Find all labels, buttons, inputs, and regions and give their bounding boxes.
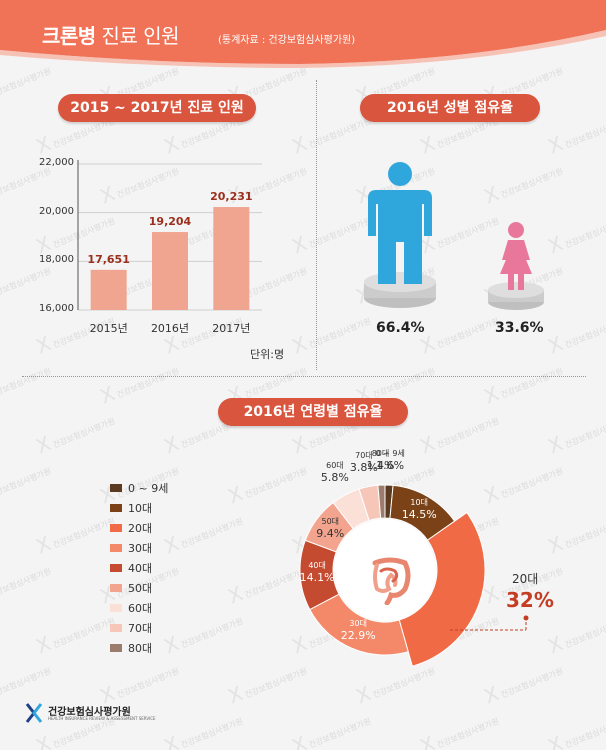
y-tick-label: 22,000 bbox=[39, 157, 74, 168]
donut-label-group: 50대 bbox=[321, 516, 340, 526]
x-tick-label: 2016년 bbox=[150, 322, 190, 335]
donut-label-group: 0 ~ 9세 bbox=[375, 449, 405, 459]
donut-label-group: 70대 bbox=[355, 451, 373, 461]
legend-label: 60대 bbox=[128, 602, 153, 615]
callout-group: 20대 bbox=[512, 572, 539, 586]
donut-label-value: 14.1% bbox=[299, 571, 335, 585]
legend-swatch bbox=[110, 644, 122, 652]
y-tick-label: 20,000 bbox=[39, 205, 74, 217]
source-note: (통계자료 : 건강보험심사평가원) bbox=[218, 35, 356, 46]
donut-label-group: 30대 bbox=[349, 619, 367, 629]
legend-swatch bbox=[110, 524, 122, 532]
donut-label: 70대 3.8% bbox=[339, 450, 389, 474]
donut-slice bbox=[398, 511, 486, 667]
bar bbox=[90, 269, 127, 310]
female-share-value: 33.6% bbox=[495, 320, 544, 336]
bar-value-label: 20,231 bbox=[210, 190, 253, 204]
patients-section-title: 2015 ~ 2017년 진료 인원 bbox=[58, 94, 256, 122]
donut-label-value: 14.5% bbox=[401, 508, 437, 522]
donut-label-value: 22.9% bbox=[340, 629, 376, 643]
donut-label: 60대 5.8% bbox=[310, 460, 360, 484]
callout-leader bbox=[450, 615, 529, 631]
organization-logo: 건강보험심사평가원 HEALTH INSURANCE REVIEW & ASSE… bbox=[24, 700, 194, 726]
donut-label-group: 10대 bbox=[410, 498, 428, 508]
donut-label: 30대 22.9% bbox=[333, 618, 383, 642]
legend-label: 10대 bbox=[128, 502, 153, 515]
donut-label-value: 9.4% bbox=[316, 526, 345, 540]
donut-label-value: 5.8% bbox=[320, 471, 349, 485]
legend-label: 20대 bbox=[128, 522, 153, 535]
legend-label: 80대 bbox=[128, 642, 153, 655]
legend-swatch bbox=[110, 544, 122, 552]
logo-subtitle: HEALTH INSURANCE REVIEW & ASSESSMENT SER… bbox=[48, 716, 156, 721]
legend-label: 40대 bbox=[128, 562, 153, 575]
logo-mark-icon bbox=[25, 703, 43, 723]
legend-label: 30대 bbox=[128, 542, 153, 555]
legend-swatch bbox=[110, 584, 122, 592]
legend-swatch bbox=[110, 504, 122, 512]
header-banner bbox=[0, 0, 606, 68]
donut-label: 80대 1.4% bbox=[355, 448, 405, 472]
section-divider-horizontal bbox=[22, 376, 586, 377]
donut-label: 50대 9.4% bbox=[305, 516, 355, 540]
intestine-icon bbox=[372, 557, 411, 605]
donut-label-value: 1.4% bbox=[366, 459, 395, 473]
donut-label-group: 40대 bbox=[308, 561, 326, 571]
x-tick-label: 2017년 bbox=[212, 322, 251, 335]
gender-section-title: 2016년 성별 점유율 bbox=[360, 94, 540, 122]
bar bbox=[152, 232, 188, 310]
legend-swatch bbox=[110, 484, 122, 492]
bar-value-label: 19,204 bbox=[148, 215, 192, 229]
title-rest: 진료 인원 bbox=[95, 24, 180, 48]
male-share-value: 66.4% bbox=[376, 320, 425, 336]
female-figure bbox=[488, 222, 544, 310]
callout-value: 32% bbox=[506, 588, 554, 612]
donut-slice bbox=[377, 484, 386, 519]
legend-swatch bbox=[110, 604, 122, 612]
legend-label: 70대 bbox=[128, 622, 153, 635]
male-figure bbox=[364, 162, 436, 308]
bar-unit-label: 단위:명 bbox=[250, 348, 285, 361]
donut-label-value: 3.8% bbox=[349, 461, 378, 475]
legend-swatch bbox=[110, 564, 122, 572]
x-tick-label: 2015년 bbox=[89, 322, 128, 335]
donut-label: 10대 14.5% bbox=[394, 497, 444, 521]
legend-swatch bbox=[110, 624, 122, 632]
page-title: 크론병 진료 인원 bbox=[42, 20, 180, 49]
section-divider-vertical bbox=[316, 80, 317, 370]
gender-figures bbox=[364, 162, 544, 310]
bar-value-label: 17,651 bbox=[87, 252, 130, 266]
donut-label-group: 80대 bbox=[371, 449, 390, 459]
donut-label: 40대 14.1% bbox=[292, 560, 342, 584]
logo-name: 건강보험심사평가원 bbox=[48, 707, 131, 718]
donut-label-group: 60대 bbox=[326, 461, 344, 471]
title-bold: 크론병 bbox=[42, 24, 96, 48]
donut-label: 0 ~ 9세 1.6% bbox=[365, 448, 415, 472]
legend-label: 0 ~ 9세 bbox=[128, 482, 169, 495]
donut-label-value: 1.6% bbox=[376, 459, 405, 473]
age-section-title: 2016년 연령별 점유율 bbox=[218, 398, 408, 426]
legend-label: 50대 bbox=[128, 582, 153, 595]
bar bbox=[213, 207, 250, 310]
y-tick-label: 16,000 bbox=[39, 303, 74, 314]
y-tick-label: 18,000 bbox=[39, 254, 74, 266]
